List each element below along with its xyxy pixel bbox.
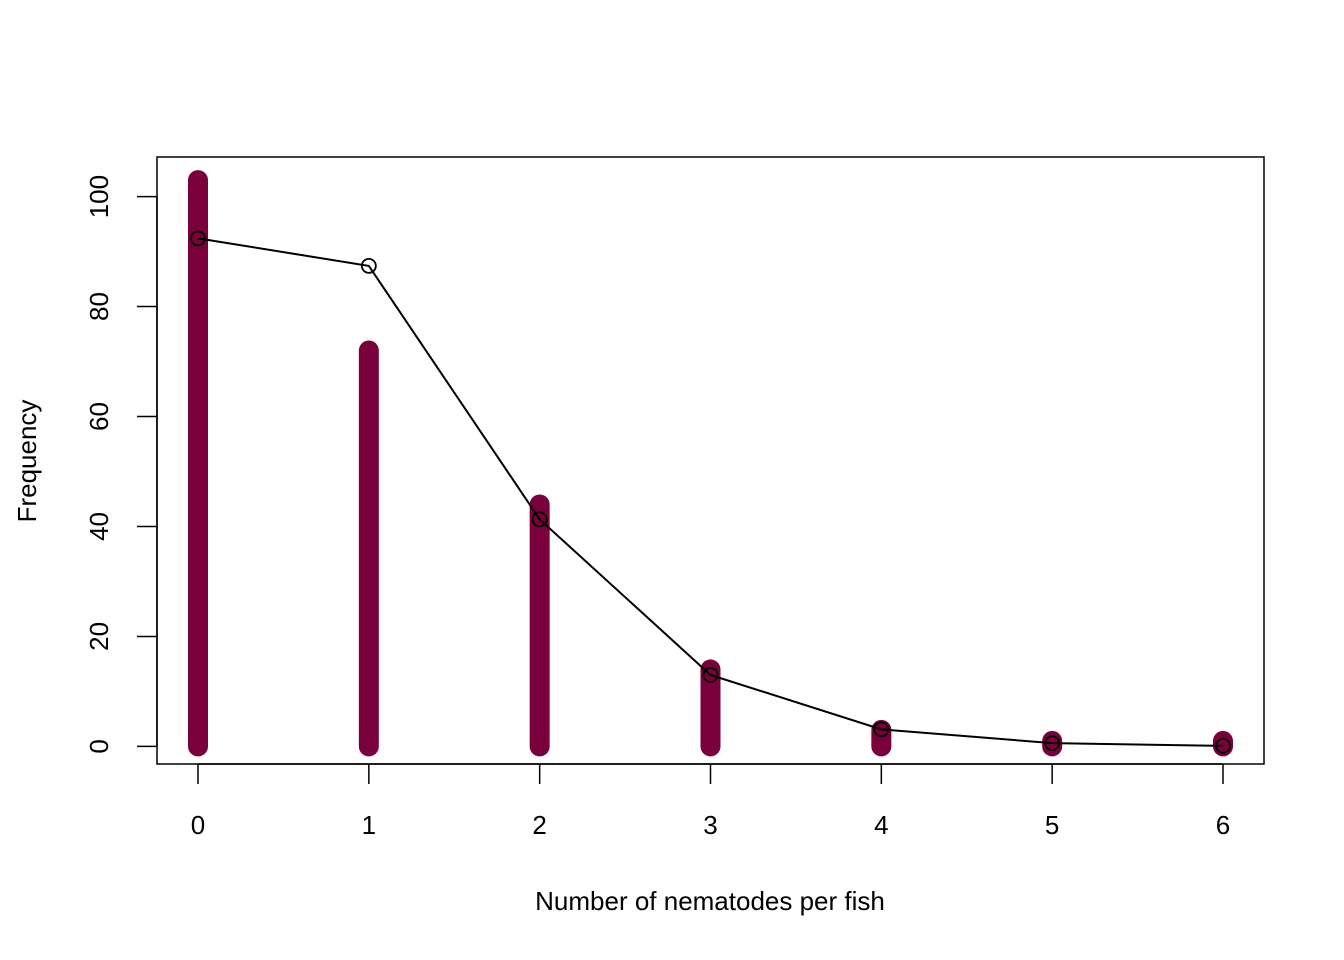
x-axis-title: Number of nematodes per fish xyxy=(535,886,885,916)
fitted-point-1 xyxy=(360,257,377,274)
fitted-line-layer xyxy=(190,230,1231,754)
x-tick-label-4: 4 xyxy=(874,810,888,840)
y-tick-label-100: 100 xyxy=(84,175,114,218)
x-tick-label-0: 0 xyxy=(191,810,205,840)
fitted-point-0 xyxy=(190,230,206,247)
y-tick-label-20: 20 xyxy=(84,622,114,651)
y-tick-label-0: 0 xyxy=(84,739,114,753)
x-tick-label-5: 5 xyxy=(1045,810,1059,840)
fitted-point-6 xyxy=(1215,737,1231,754)
plot-area-border xyxy=(156,156,1265,765)
bars-layer xyxy=(188,170,1233,757)
y-tick-label-80: 80 xyxy=(84,292,114,321)
fitted-point-4 xyxy=(873,721,890,738)
x-tick-label-1: 1 xyxy=(362,810,376,840)
y-tick-label-40: 40 xyxy=(84,512,114,541)
x-tick-label-2: 2 xyxy=(532,810,546,840)
fitted-point-5 xyxy=(1044,735,1061,752)
fitted-point-3 xyxy=(702,667,719,683)
x-tick-label-3: 3 xyxy=(703,810,717,840)
x-tick-label-6: 6 xyxy=(1216,810,1230,840)
y-axis-title: Frequency xyxy=(12,400,42,523)
y-tick-label-60: 60 xyxy=(84,402,114,431)
fitted-line xyxy=(197,237,1224,747)
fitted-point-2 xyxy=(531,511,548,528)
